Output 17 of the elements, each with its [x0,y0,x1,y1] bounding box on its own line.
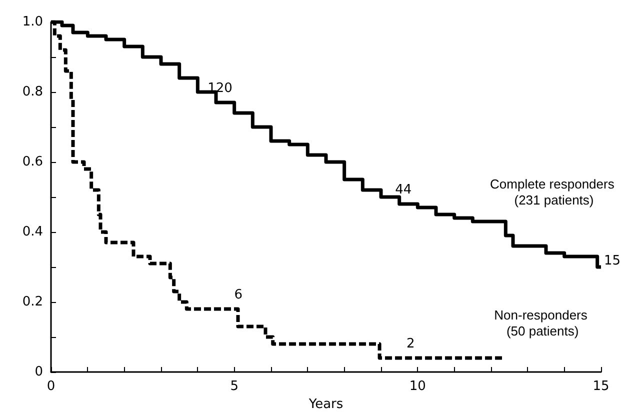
x-axis-title: Years [308,397,344,412]
x-tick-label: 0 [46,379,56,394]
y-tick-label: 0 [34,364,43,380]
x-tick-label: 10 [409,379,426,394]
series-label: Complete responders (231 patients) [490,176,618,208]
y-tick-label: 1.0 [22,14,43,30]
y-tick-label: 0.6 [22,154,43,170]
x-tick-label: 15 [592,379,610,394]
y-tick-label: 0.4 [22,224,43,240]
annotation: 6 [234,288,242,302]
annotation: 2 [406,336,415,352]
annotation: 15 [604,254,621,268]
y-tick-label: 0.2 [22,294,43,310]
annotation: 44 [395,182,412,198]
x-tick-label: 5 [230,379,238,394]
y-tick-label: 0.8 [22,84,43,100]
series-label: Non-responders (50 patients) [494,308,591,338]
